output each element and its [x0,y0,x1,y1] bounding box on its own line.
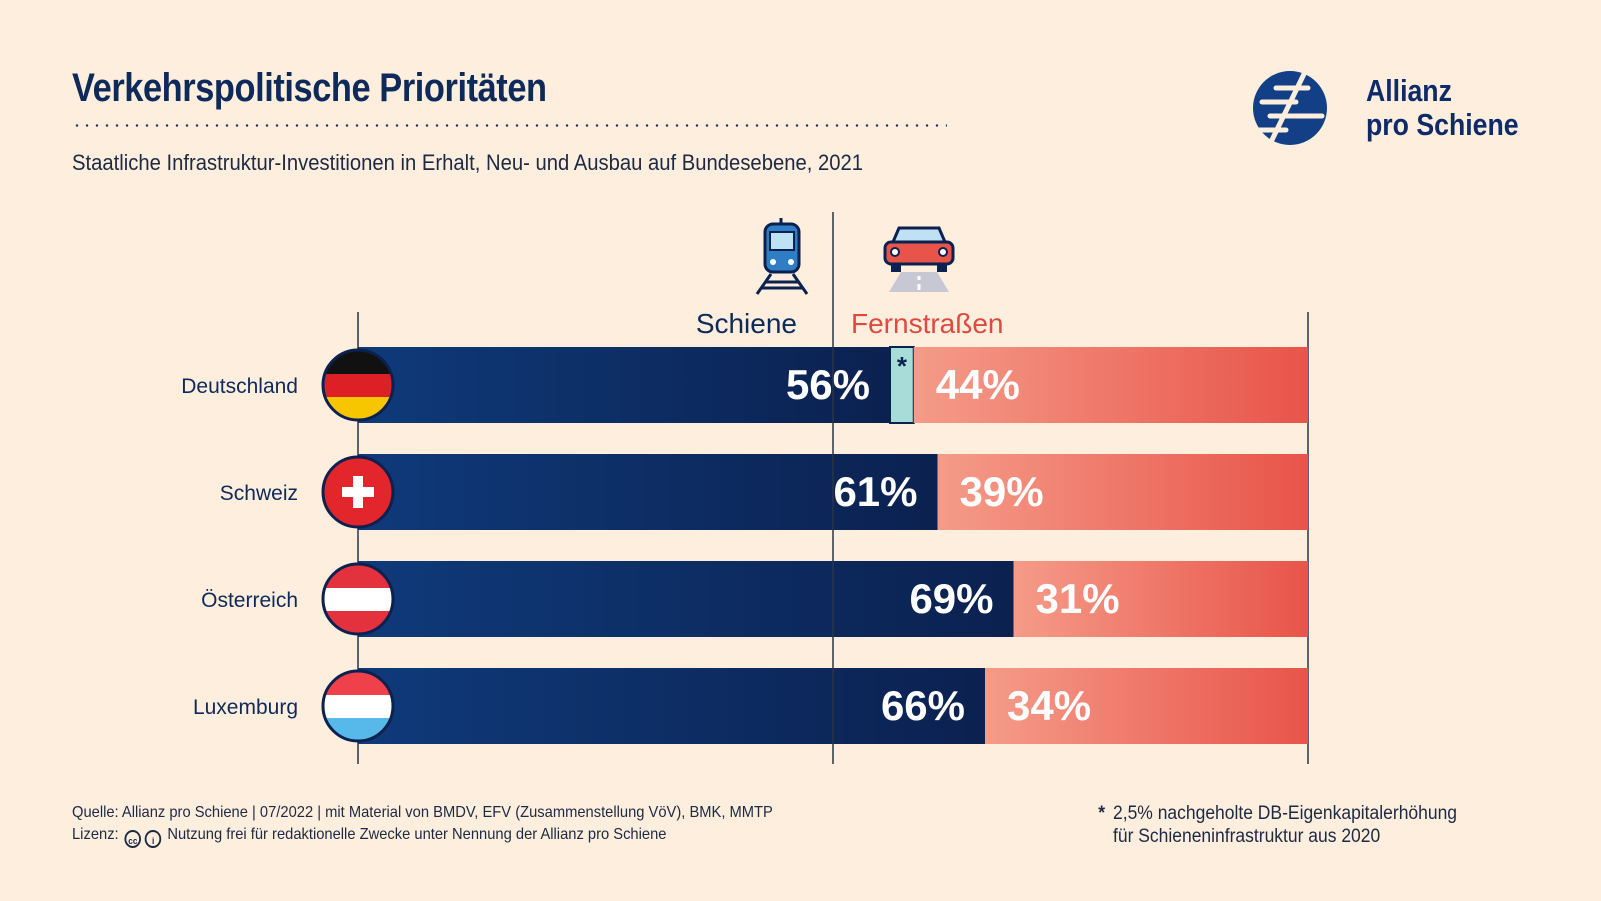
extra-marker: * [897,351,908,381]
logo-mark-icon [1253,71,1327,147]
bar-fernstrassen-2 [1013,561,1308,637]
flag-switzerland-icon [321,455,395,529]
footnote-line1: 2,5% nachgeholte DB-Eigenkapitalerhöhung [1113,803,1458,824]
series-label-fernstrassen: Fernstraßen [851,308,1004,339]
flag-luxembourg-icon [321,669,395,743]
value-label-fernstrassen-1: 39% [960,468,1044,515]
category-label-0: Deutschland [181,375,298,398]
logo-text: Allianz pro Schiene [1366,74,1519,142]
value-label-schiene-1: 61% [833,468,917,515]
cc-icon: cc [124,830,142,848]
attribution-icon: i [144,830,162,848]
page-subtitle: Staatliche Infrastruktur-Investitionen i… [72,150,863,175]
flag-austria-icon [321,562,395,636]
license-line: Lizenz: cc i Nutzung frei für redaktionel… [72,824,773,848]
value-label-schiene-3: 66% [881,682,965,729]
bar-schiene-1 [358,454,938,530]
bar-fernstrassen-1 [937,454,1308,530]
footnote-line2: für Schieneninfrastruktur aus 2020 [1113,826,1381,847]
footnote: * 2,5% nachgeholte DB-Eigenkapitalerhöhu… [1098,802,1458,848]
value-label-fernstrassen-3: 34% [1007,682,1091,729]
footnote-marker: * [1098,803,1106,824]
license-label: Lizenz: [72,826,119,843]
footer: Quelle: Allianz pro Schiene | 07/2022 | … [72,802,773,848]
license-text: Nutzung frei für redaktionelle Zwecke un… [167,826,667,843]
bar-fernstrassen-3 [985,668,1308,744]
bar-schiene-2 [358,561,1014,637]
car-icon [883,226,955,292]
value-label-fernstrassen-2: 31% [1036,575,1120,622]
bar-fernstrassen-0 [913,347,1308,423]
bar-schiene-3 [358,668,985,744]
flag-germany-icon [321,348,395,422]
source-line: Quelle: Allianz pro Schiene | 07/2022 | … [72,804,773,821]
bar-schiene-0 [358,347,890,423]
train-icon [755,218,809,295]
dotted-divider [72,124,947,127]
value-label-schiene-0: 56% [786,361,870,408]
category-label-2: Österreich [201,589,298,612]
page-title: Verkehrspolitische Prioritäten [72,66,547,110]
category-label-3: Luxemburg [193,696,298,719]
logo: Allianz pro Schiene [1253,66,1540,150]
logo-line1: Allianz [1366,73,1452,108]
value-label-schiene-2: 69% [909,575,993,622]
series-label-schiene: Schiene [696,308,797,339]
value-label-fernstrassen-0: 44% [936,361,1020,408]
category-label-1: Schweiz [220,482,298,505]
logo-line2: pro Schiene [1366,107,1519,142]
